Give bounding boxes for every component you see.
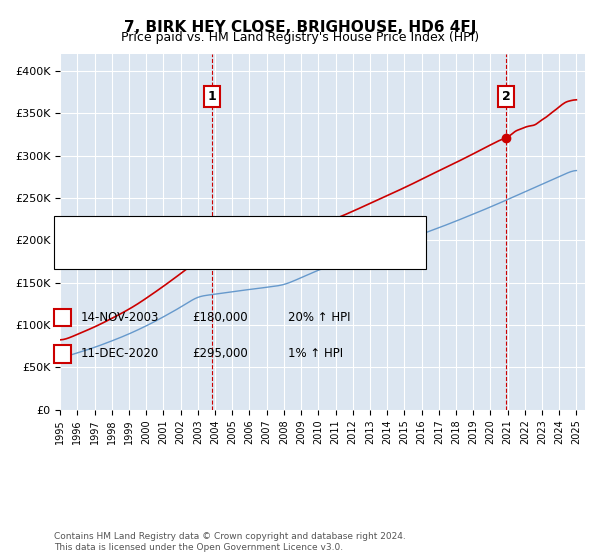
Text: 7, BIRK HEY CLOSE, BRIGHOUSE, HD6 4FJ: 7, BIRK HEY CLOSE, BRIGHOUSE, HD6 4FJ [124,20,476,35]
Text: 1: 1 [58,311,67,324]
Text: HPI: Average price, detached house, Calderdale: HPI: Average price, detached house, Cald… [81,251,330,262]
Text: 14-NOV-2003: 14-NOV-2003 [81,311,160,324]
Text: 7, BIRK HEY CLOSE, BRIGHOUSE, HD6 4FJ (detached house): 7, BIRK HEY CLOSE, BRIGHOUSE, HD6 4FJ (d… [81,223,391,233]
Text: ——: —— [57,249,85,263]
Text: 2: 2 [502,90,511,103]
Text: £295,000: £295,000 [192,347,248,361]
Text: 2: 2 [58,347,67,361]
Text: Contains HM Land Registry data © Crown copyright and database right 2024.
This d: Contains HM Land Registry data © Crown c… [54,532,406,552]
Text: 1% ↑ HPI: 1% ↑ HPI [288,347,343,361]
Text: ——: —— [57,221,85,235]
Text: 1: 1 [208,90,217,103]
Text: Price paid vs. HM Land Registry's House Price Index (HPI): Price paid vs. HM Land Registry's House … [121,31,479,44]
Text: 20% ↑ HPI: 20% ↑ HPI [288,311,350,324]
Text: 11-DEC-2020: 11-DEC-2020 [81,347,159,361]
Text: £180,000: £180,000 [192,311,248,324]
